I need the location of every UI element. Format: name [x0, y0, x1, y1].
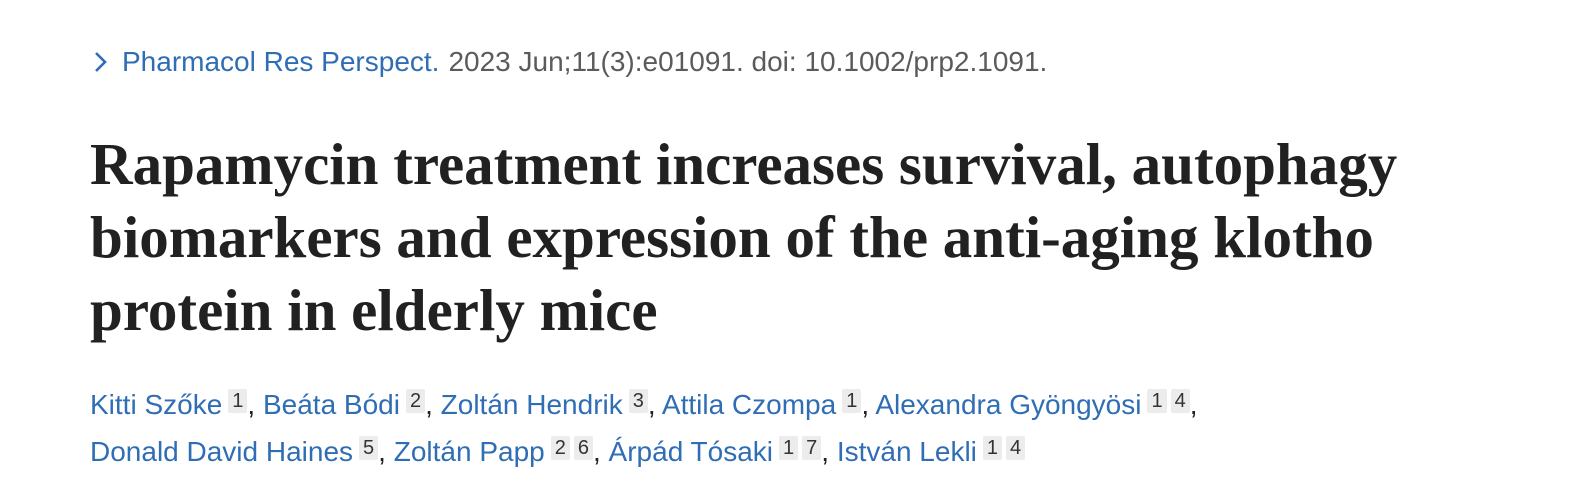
separator: ,	[247, 389, 256, 420]
author-entry: Zoltán Papp 2 6,	[394, 436, 601, 467]
author-list: Kitti Szőke 1, Beáta Bódi 2, Zoltán Hendri…	[90, 381, 1420, 475]
affiliation-number[interactable]: 4	[1006, 436, 1026, 460]
affiliation-number[interactable]: 1	[1147, 389, 1167, 413]
affiliation-number[interactable]: 6	[573, 436, 593, 460]
affiliation-number[interactable]: 1	[982, 436, 1003, 460]
author-name[interactable]: Árpád Tósaki	[608, 436, 774, 467]
author-entry: István Lekli 1 4	[836, 436, 1026, 467]
separator: ,	[861, 389, 870, 420]
citation: Pharmacol Res Perspect. 2023 Jun;11(3):e…	[90, 46, 1047, 78]
affiliation-number[interactable]: 1	[842, 389, 862, 413]
author-entry: Donald David Haines 5,	[90, 436, 386, 467]
title-line: biomarkers and expression of the anti-ag…	[90, 204, 1374, 270]
author-name[interactable]: Attila Czompa	[661, 389, 837, 420]
author-name[interactable]: Alexandra Gyöngyösi	[875, 389, 1142, 420]
title-line: protein in elderly mice	[90, 277, 658, 343]
citation-details: 2023 Jun;11(3):e01091. doi: 10.1002/prp2…	[448, 46, 1048, 77]
author-entry: Zoltán Hendrik 3,	[441, 389, 656, 420]
author-entry: Árpád Tósaki 1 7,	[608, 436, 830, 467]
separator: ,	[378, 436, 386, 467]
separator: ,	[425, 389, 433, 420]
journal-link[interactable]: Pharmacol Res Perspect.	[122, 46, 440, 77]
separator: ,	[1189, 389, 1198, 420]
expand-icon[interactable]	[90, 50, 112, 74]
author-entry: Alexandra Gyöngyösi 1 4,	[875, 389, 1198, 420]
separator: ,	[821, 436, 830, 467]
author-entry: Kitti Szőke 1,	[90, 389, 255, 420]
affiliation-number[interactable]: 4	[1170, 389, 1190, 413]
affiliation-number[interactable]: 3	[628, 389, 648, 413]
author-entry: Beáta Bódi 2,	[263, 389, 433, 420]
title-line: Rapamycin treatment increases survival, …	[90, 131, 1398, 197]
affiliation-number[interactable]: 7	[802, 436, 822, 460]
article-title: Rapamycin treatment increases survival, …	[90, 128, 1397, 347]
affiliation-number[interactable]: 1	[228, 389, 248, 413]
affiliation-number[interactable]: 5	[359, 436, 379, 460]
affiliation-number[interactable]: 2	[405, 389, 426, 413]
author-name[interactable]: Beáta Bódi	[262, 389, 400, 420]
affiliation-number[interactable]: 2	[550, 436, 570, 460]
author-name[interactable]: Donald David Haines	[90, 436, 354, 467]
separator: ,	[592, 436, 601, 467]
author-name[interactable]: István Lekli	[836, 436, 977, 467]
author-name[interactable]: Kitti Szőke	[90, 389, 223, 420]
author-name[interactable]: Zoltán Hendrik	[440, 389, 623, 420]
author-name[interactable]: Zoltán Papp	[393, 436, 545, 467]
affiliation-number[interactable]: 1	[779, 436, 799, 460]
separator: ,	[647, 389, 656, 420]
author-entry: Attila Czompa 1,	[662, 389, 869, 420]
